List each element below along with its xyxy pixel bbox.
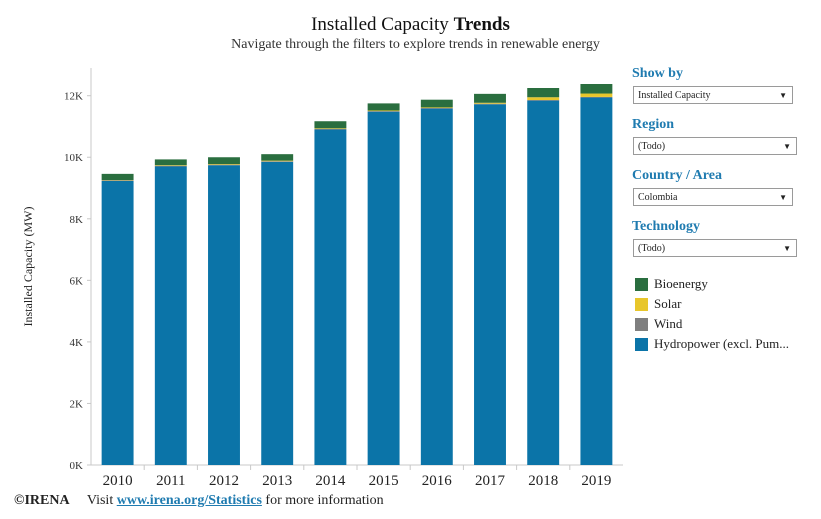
- bar-segment: [314, 128, 347, 129]
- bar-segment: [101, 180, 134, 466]
- legend-label: Bioenergy: [654, 276, 708, 291]
- bar-segment: [154, 165, 187, 166]
- bar-segment: [314, 129, 347, 465]
- bar-segment: [474, 102, 506, 104]
- country-select-value: Colombia: [638, 192, 678, 203]
- bar-segment: [367, 111, 400, 465]
- bar-segment: [314, 121, 347, 129]
- x-tick-label: 2017: [475, 473, 506, 489]
- bar-segment: [101, 173, 134, 181]
- y-tick-label: 6K: [70, 275, 84, 287]
- bar-segment: [474, 104, 506, 465]
- capacity-bar-chart: 0K 2K 4K 6K 8K 10K 12K Installed Capacity (MW) 2…: [21, 68, 623, 489]
- title-regular: Installed Capacity: [311, 14, 449, 35]
- bar-segment: [420, 107, 453, 109]
- bar-segment: [420, 99, 453, 108]
- bar-segment: [154, 166, 187, 465]
- x-tick-label: 2011: [156, 473, 185, 489]
- bar-segment: [208, 164, 240, 165]
- bar-segment: [367, 111, 400, 112]
- bar-segment: [527, 100, 560, 465]
- legend-swatch-wind: [635, 318, 648, 331]
- bar-segment: [580, 84, 613, 94]
- x-tick-label: 2019: [581, 473, 611, 489]
- bar-segment: [420, 108, 453, 109]
- bar-segment: [527, 88, 560, 98]
- bar-segment: [101, 180, 134, 181]
- filter-label-country: Country / Area: [632, 168, 722, 183]
- filter-label-technology: Technology: [632, 219, 700, 234]
- footer-text-after: for more information: [265, 493, 384, 508]
- bar-segment: [474, 103, 506, 105]
- y-axis-label: Installed Capacity (MW): [21, 207, 35, 327]
- footer: ©IRENA Visit www.irena.org/Statistics fo…: [14, 493, 384, 509]
- chevron-down-icon: ▼: [783, 244, 791, 253]
- legend-swatch-hydropower: [635, 338, 648, 351]
- irena-brand: ©IRENA: [14, 493, 70, 508]
- x-tick-label: 2010: [103, 473, 133, 489]
- legend-swatch-solar: [635, 298, 648, 311]
- legend-label: Hydropower (excl. Pum...: [654, 336, 790, 351]
- technology-select[interactable]: (Todo) ▼: [633, 239, 797, 257]
- x-tick-label: 2014: [315, 473, 346, 489]
- chevron-down-icon: ▼: [779, 193, 787, 202]
- y-tick-label: 2K: [70, 398, 84, 410]
- chevron-down-icon: ▼: [779, 91, 787, 100]
- footer-text-before: Visit: [86, 493, 114, 508]
- region-select[interactable]: (Todo) ▼: [633, 137, 797, 155]
- bar-segment: [580, 97, 613, 465]
- bar-segment: [154, 159, 187, 166]
- legend-swatch-bioenergy: [635, 278, 648, 291]
- x-tick-label: 2013: [262, 473, 292, 489]
- bar-segment: [420, 108, 453, 465]
- y-tick-label: 4K: [70, 337, 84, 349]
- bar-segment: [314, 128, 347, 130]
- y-tick-label: 12K: [64, 91, 83, 103]
- x-tick-label: 2016: [422, 473, 453, 489]
- bar-segment: [154, 165, 187, 167]
- show-by-select-value: Installed Capacity: [638, 90, 711, 101]
- bar-segment: [208, 157, 240, 165]
- chart-subtitle: Navigate through the filters to explore …: [231, 37, 600, 52]
- x-tick-label: 2018: [528, 473, 558, 489]
- x-tick-label: 2012: [209, 473, 239, 489]
- bar-segment: [261, 161, 294, 466]
- bar-segment: [367, 103, 400, 111]
- title-bold: Trends: [453, 14, 510, 35]
- legend-label: Wind: [654, 316, 683, 331]
- x-tick-label: 2015: [369, 473, 399, 489]
- legend-label: Solar: [654, 296, 682, 311]
- statistics-link[interactable]: www.irena.org/Statistics: [116, 493, 262, 508]
- region-select-value: (Todo): [638, 141, 666, 152]
- country-select[interactable]: Colombia ▼: [633, 188, 793, 206]
- bar-segment: [261, 154, 294, 161]
- chart-title: Installed Capacity Trends: [0, 14, 821, 36]
- y-tick-label: 0K: [70, 460, 84, 472]
- show-by-select[interactable]: Installed Capacity ▼: [633, 86, 793, 104]
- bar-segment: [261, 161, 294, 162]
- chevron-down-icon: ▼: [783, 142, 791, 151]
- bar-segment: [208, 165, 240, 465]
- bar-segment: [527, 97, 560, 101]
- technology-select-value: (Todo): [638, 243, 666, 254]
- y-tick-label: 10K: [64, 152, 83, 164]
- bar-segment: [474, 93, 506, 103]
- y-tick-label: 8K: [70, 214, 84, 226]
- bar-segment: [580, 96, 613, 98]
- bar-segment: [527, 100, 560, 101]
- bar-segment: [261, 160, 294, 162]
- bar-segment: [580, 93, 613, 97]
- filter-label-region: Region: [632, 117, 674, 132]
- bar-segment: [367, 110, 400, 112]
- filter-label-show-by: Show by: [632, 66, 683, 81]
- bar-segment: [208, 164, 240, 166]
